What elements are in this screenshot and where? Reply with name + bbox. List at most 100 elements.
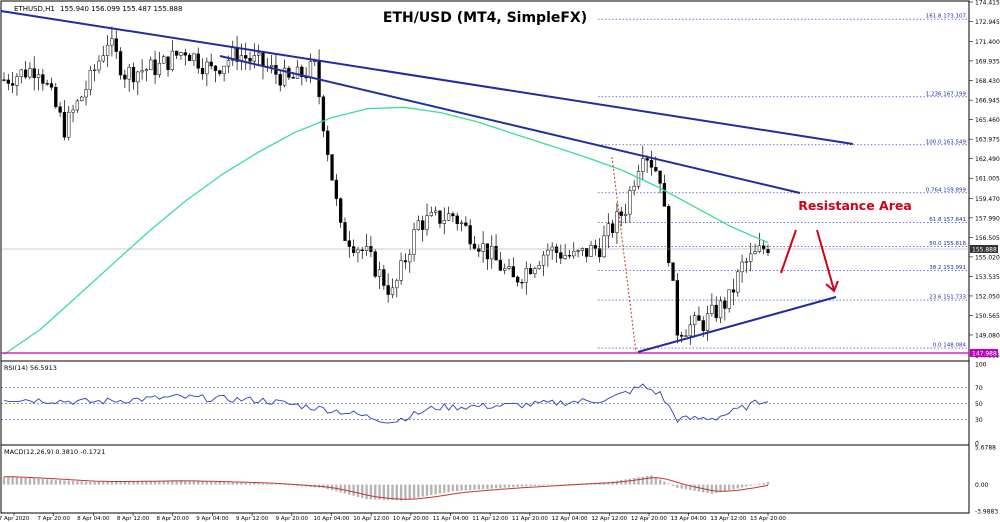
macd-bar bbox=[71, 480, 75, 485]
macd-bar bbox=[693, 484, 696, 491]
price-tick-label: 172.945 bbox=[975, 19, 1000, 26]
macd-bar bbox=[723, 484, 727, 492]
macd-bar bbox=[650, 475, 653, 485]
macd-bar bbox=[45, 479, 49, 485]
macd-bar bbox=[361, 484, 364, 499]
macd-bar bbox=[7, 476, 10, 485]
macd-bar bbox=[382, 484, 386, 500]
trendline-middle bbox=[219, 55, 801, 194]
macd-bar bbox=[481, 484, 485, 490]
candle-body bbox=[183, 52, 187, 56]
candle-body bbox=[412, 229, 416, 255]
macd-bar bbox=[287, 484, 291, 486]
candle-body bbox=[442, 220, 446, 224]
fib-level-label: 61.8 157.641 bbox=[929, 217, 966, 223]
candle-body bbox=[684, 335, 688, 337]
candle-body bbox=[170, 50, 174, 70]
fib-level-label: 100.0 163.549 bbox=[926, 139, 967, 145]
macd-bar bbox=[110, 481, 114, 485]
candle-body bbox=[433, 210, 438, 213]
macd-bar bbox=[663, 481, 666, 485]
candle-body bbox=[667, 206, 671, 263]
candle-body bbox=[92, 69, 97, 72]
candle-body bbox=[144, 69, 149, 72]
macd-bar bbox=[758, 483, 761, 485]
macd-bar bbox=[119, 481, 122, 485]
price-tick-label: 155.020 bbox=[975, 254, 1000, 261]
candle-body bbox=[326, 130, 330, 155]
candle-body bbox=[179, 52, 183, 56]
candle-body bbox=[390, 287, 395, 295]
macd-bar bbox=[468, 484, 472, 491]
candle-body bbox=[585, 247, 589, 257]
time-tick-label: 8 Apr 04:00 bbox=[77, 516, 110, 522]
candle-body bbox=[421, 220, 425, 230]
price-tick-label: 156.505 bbox=[975, 235, 1000, 242]
candle-body bbox=[114, 38, 118, 52]
time-tick-label: 8 Apr 20:00 bbox=[157, 516, 190, 522]
candle-body bbox=[438, 210, 442, 224]
macd-bar bbox=[555, 484, 558, 486]
candle-body bbox=[459, 222, 464, 224]
macd-bar bbox=[456, 484, 459, 491]
macd-bar bbox=[658, 479, 662, 485]
candle-body bbox=[723, 300, 727, 309]
candle-body bbox=[692, 315, 697, 326]
candle-body bbox=[334, 179, 339, 199]
candle-body bbox=[118, 51, 123, 76]
macd-bar bbox=[2, 476, 6, 485]
macd-bar bbox=[512, 484, 515, 488]
candle-body bbox=[157, 62, 162, 75]
candle-body bbox=[477, 248, 481, 252]
macd-histogram bbox=[2, 475, 770, 501]
candle-body bbox=[45, 83, 49, 85]
macd-bar bbox=[158, 480, 161, 485]
candle-body bbox=[140, 70, 144, 73]
macd-bar bbox=[218, 481, 222, 485]
macd-bar bbox=[20, 477, 23, 485]
macd-bar bbox=[227, 482, 230, 485]
time-axis: 7 Apr 2020 7 Apr 20:00 8 Apr 04:00 8 Apr 12… bbox=[0, 513, 786, 522]
macd-bar bbox=[296, 484, 299, 486]
candle-body bbox=[196, 53, 200, 69]
candle-body bbox=[153, 59, 157, 75]
macd-bar bbox=[106, 481, 109, 485]
candle-body bbox=[395, 280, 399, 289]
candle-body bbox=[731, 289, 736, 293]
price-tick-label: 163.975 bbox=[975, 137, 1000, 144]
macd-bar bbox=[132, 481, 135, 485]
candle-body bbox=[749, 253, 753, 262]
candle-body bbox=[511, 266, 515, 278]
macd-bar bbox=[89, 481, 92, 485]
candle-body bbox=[257, 52, 261, 56]
candle-body bbox=[330, 154, 334, 181]
candle-body bbox=[537, 265, 541, 269]
time-tick-label: 7 Apr 2020 bbox=[0, 516, 30, 522]
candle-body bbox=[343, 222, 347, 241]
candle-body bbox=[658, 170, 662, 184]
macd-bar bbox=[356, 484, 360, 497]
macd-bar bbox=[715, 484, 718, 493]
time-tick-label: 9 Apr 04:00 bbox=[196, 516, 229, 522]
macd-signal-line bbox=[4, 476, 769, 500]
candle-body bbox=[680, 334, 684, 337]
macd-bar bbox=[244, 482, 247, 485]
candle-body bbox=[278, 74, 282, 86]
macd-bar bbox=[563, 484, 567, 485]
candle-body bbox=[606, 223, 610, 237]
candle-body bbox=[252, 55, 257, 62]
time-tick-label: 8 Apr 12:00 bbox=[117, 516, 150, 522]
macd-bar bbox=[386, 484, 390, 500]
moving-average-line bbox=[3, 106, 769, 355]
macd-bar bbox=[80, 481, 83, 485]
macd-bar bbox=[654, 477, 657, 485]
macd-bar bbox=[477, 484, 481, 490]
candle-body bbox=[339, 198, 343, 223]
price-line-tag bbox=[970, 349, 998, 357]
macd-bar bbox=[257, 483, 260, 485]
candle-body bbox=[688, 324, 692, 337]
candle-body bbox=[41, 74, 45, 84]
candle-body bbox=[598, 248, 602, 258]
candle-body bbox=[623, 213, 628, 216]
candle-body bbox=[572, 251, 576, 257]
